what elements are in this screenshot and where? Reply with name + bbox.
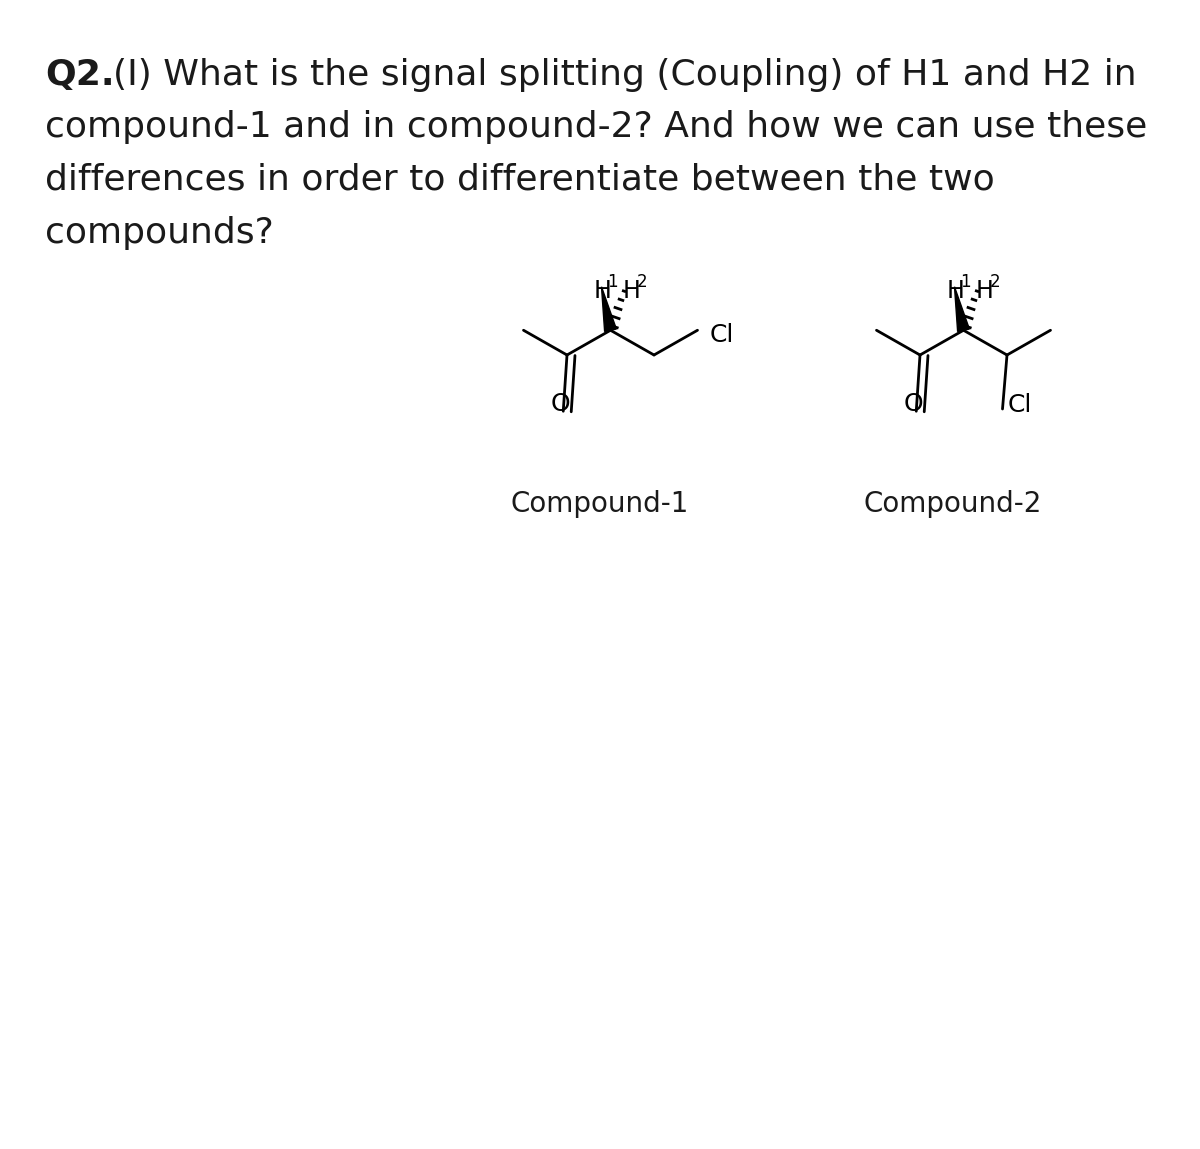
Polygon shape — [601, 287, 617, 331]
Text: differences in order to differentiate between the two: differences in order to differentiate be… — [46, 163, 995, 196]
Text: 1: 1 — [960, 272, 971, 291]
Text: Cl: Cl — [1008, 393, 1032, 417]
Text: 2: 2 — [990, 272, 1000, 291]
Text: H: H — [623, 279, 641, 302]
Text: O: O — [904, 392, 923, 416]
Text: 2: 2 — [636, 272, 647, 291]
Text: Cl: Cl — [709, 323, 734, 347]
Text: Compound-2: Compound-2 — [864, 489, 1042, 518]
Text: H: H — [947, 279, 965, 302]
Text: compound-1 and in compound-2? And how we can use these: compound-1 and in compound-2? And how we… — [46, 110, 1147, 144]
Text: O: O — [551, 392, 570, 416]
Text: Q2.: Q2. — [46, 57, 114, 92]
Text: Compound-1: Compound-1 — [510, 489, 689, 518]
Polygon shape — [954, 287, 970, 331]
Text: (I) What is the signal splitting (Coupling) of H1 and H2 in: (I) What is the signal splitting (Coupli… — [113, 57, 1136, 92]
Text: 1: 1 — [607, 272, 618, 291]
Text: compounds?: compounds? — [46, 216, 274, 250]
Text: H: H — [594, 279, 611, 302]
Text: H: H — [976, 279, 994, 302]
